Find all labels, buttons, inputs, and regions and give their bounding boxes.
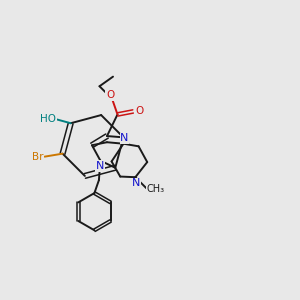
Text: O: O — [106, 90, 114, 100]
Text: N: N — [96, 161, 104, 171]
Text: O: O — [135, 106, 143, 116]
Text: N: N — [132, 178, 140, 188]
Text: N: N — [120, 133, 129, 143]
Text: Br: Br — [32, 152, 44, 162]
Text: HO: HO — [40, 114, 56, 124]
Text: CH₃: CH₃ — [146, 184, 164, 194]
